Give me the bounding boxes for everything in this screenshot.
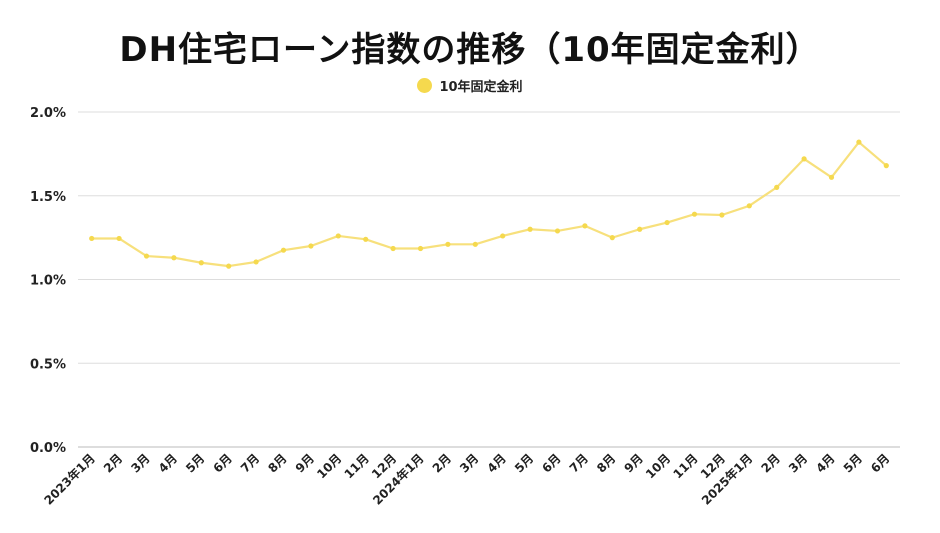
x-tick-label: 6月 [868,451,892,475]
y-tick-label: 1.5% [30,190,66,205]
x-tick-label: 2月 [430,451,454,475]
x-tick-label: 8月 [265,451,289,475]
data-point [582,223,588,229]
y-tick-label: 0.5% [30,357,66,372]
data-point [335,233,341,239]
x-tick-label: 5月 [183,451,207,475]
x-tick-label: 3月 [128,451,152,475]
data-point [417,245,424,252]
data-point [774,184,780,190]
data-point [609,235,615,241]
data-point [308,243,314,249]
x-tick-label: 2月 [759,451,783,475]
series-line [91,141,888,268]
data-point [746,203,752,209]
data-point [801,156,807,162]
y-tick-label: 1.0% [30,274,66,289]
data-point [280,247,287,253]
x-tick-label: 4月 [485,451,509,475]
data-point [828,174,835,180]
data-point [226,263,232,269]
data-point [171,255,177,261]
x-tick-label: 3月 [457,451,481,475]
data-point [472,241,478,247]
data-point [445,241,451,247]
data-point [253,259,259,265]
x-tick-label: 6月 [539,451,563,475]
x-tick-label: 4月 [813,451,837,475]
x-tick-label: 10月 [643,451,673,481]
x-tick-label: 8月 [594,451,618,475]
chart-title: DH住宅ローン指数の推移（10年固定金利） [119,30,821,70]
data-point [637,226,643,232]
data-point [554,228,561,234]
data-point [116,235,122,242]
x-tick-label: 4月 [156,451,180,475]
data-point [527,226,533,232]
x-tick-label: 7月 [567,451,591,475]
y-tick-label: 0.0% [30,441,66,456]
x-tick-label: 2月 [101,451,125,475]
data-point [500,233,506,239]
data-point [363,236,369,242]
x-tick-label: 6月 [211,451,235,475]
data-point [883,163,889,169]
x-tick-label: 5月 [512,451,536,475]
x-tick-label: 2023年1月 [41,451,98,508]
data-point [198,260,204,266]
data-point [390,245,396,252]
y-tick-label: 2.0% [30,106,66,121]
legend-label: 10年固定金利 [439,80,523,95]
x-tick-label: 10月 [314,451,344,481]
data-point [89,235,95,242]
x-tick-label: 11月 [342,451,372,481]
x-tick-label: 3月 [786,451,810,475]
data-point [143,253,150,259]
data-point [691,211,698,217]
data-point [719,212,725,218]
legend-marker-icon [417,78,433,93]
data-point [856,139,862,145]
x-tick-label: 11月 [670,451,700,481]
legend: 10年固定金利 [0,76,940,95]
data-point [664,219,670,226]
x-tick-label: 5月 [841,451,865,475]
x-tick-label: 7月 [238,451,262,475]
